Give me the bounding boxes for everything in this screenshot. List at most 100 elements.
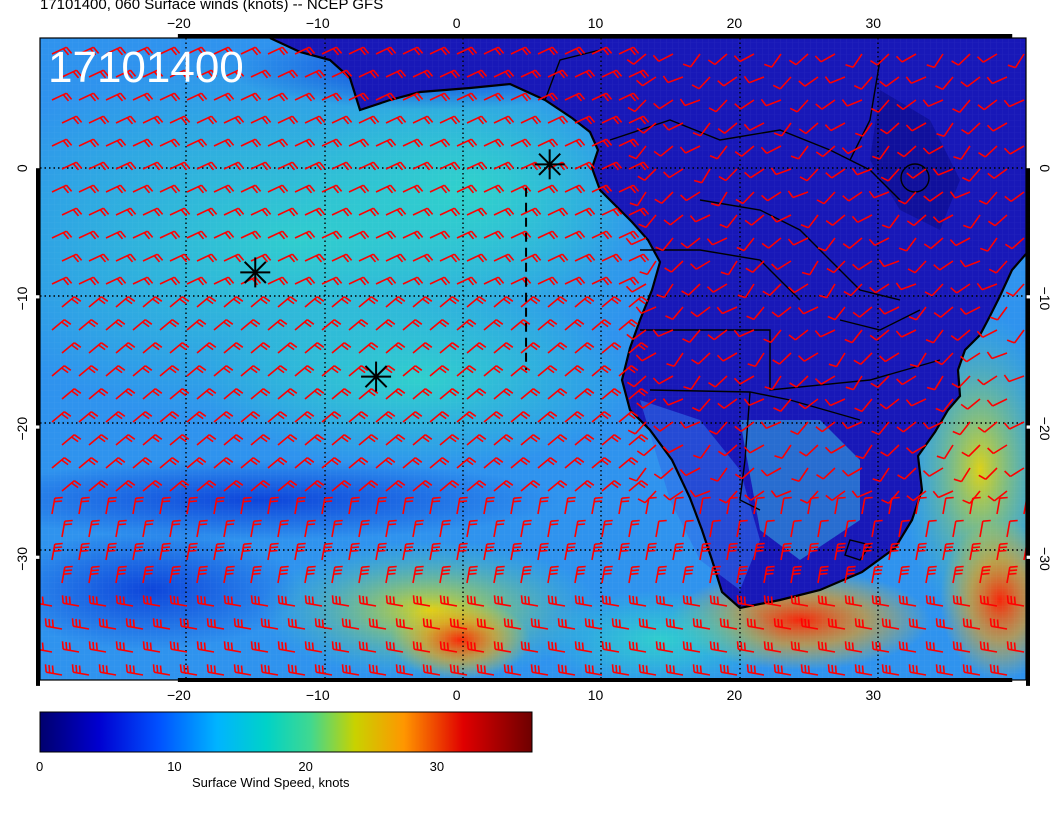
wind-barb: [574, 388, 595, 400]
wind-barb: [925, 641, 944, 653]
lon-tick-label: 0: [453, 687, 461, 703]
wind-barb: [429, 46, 451, 56]
country-borders: [544, 49, 941, 561]
wind-barb: [348, 138, 370, 148]
wind-barb: [223, 69, 245, 79]
wind-barb: [707, 53, 728, 66]
wind-barb: [771, 260, 792, 271]
wind-barb: [169, 207, 191, 217]
tick-bars: [36, 34, 1030, 686]
wind-barb: [115, 388, 136, 400]
wind-barb: [952, 99, 971, 114]
wind-barb: [267, 92, 289, 102]
wind-barb: [142, 161, 164, 171]
wind-barb: [159, 496, 171, 515]
wind-barb: [483, 496, 495, 515]
wind-barb: [961, 168, 981, 182]
wind-barb: [680, 191, 701, 202]
wind-barb: [456, 365, 477, 377]
wind-barb: [51, 276, 73, 286]
lon-tick-label: 0: [453, 15, 461, 31]
wind-barb: [439, 641, 458, 653]
wind-barb: [78, 46, 100, 56]
wind-barb: [132, 319, 153, 331]
wind-barb: [78, 230, 100, 240]
lat-tick-label: 0: [1037, 164, 1053, 172]
wind-barb: [40, 596, 53, 607]
colorbar-ramp: [40, 712, 532, 752]
wind-barb: [951, 53, 971, 66]
wind-barb: [871, 595, 890, 607]
wind-barb: [922, 421, 944, 430]
wind-barb: [186, 184, 208, 194]
wind-barb: [142, 519, 154, 538]
wind-barb: [827, 306, 846, 321]
wind-barb: [331, 342, 352, 354]
wind-barb: [213, 457, 234, 469]
wind-barb: [845, 53, 863, 69]
wind-barb: [466, 161, 488, 171]
wind-barb: [476, 664, 495, 676]
wind-barb: [855, 444, 873, 460]
wind-barb: [628, 161, 650, 171]
wind-barb: [780, 496, 792, 515]
wind-barb: [871, 565, 883, 584]
wind-barb: [959, 306, 981, 316]
wind-barb: [797, 306, 819, 315]
wind-barb: [179, 664, 198, 676]
wind-barb: [223, 519, 235, 538]
wind-barb: [250, 519, 262, 538]
wind-barb: [564, 365, 585, 377]
lon-tick-label: 10: [588, 15, 604, 31]
wind-barb: [304, 595, 323, 607]
wind-barb: [358, 69, 380, 79]
wind-barb: [348, 184, 370, 194]
wind-barb: [949, 191, 971, 199]
wind-barb: [655, 641, 674, 653]
wind-barb: [574, 434, 595, 446]
wind-barb: [142, 342, 163, 354]
wind-barb: [680, 237, 701, 249]
wind-barb: [789, 99, 809, 113]
wind-barb: [105, 92, 127, 102]
wind-barb: [169, 69, 191, 79]
wind-barb: [159, 184, 181, 194]
wind-barb: [547, 641, 566, 653]
lon-tick-label: −10: [306, 687, 330, 703]
wind-barb: [564, 319, 585, 331]
wind-barb: [708, 99, 728, 113]
wind-barb: [537, 319, 558, 331]
wind-barb: [1003, 99, 1025, 108]
wind-barb: [952, 565, 964, 584]
wind-barb: [493, 253, 515, 263]
wind-barb: [456, 542, 468, 561]
wind-barb: [61, 207, 83, 217]
wind-barb: [655, 237, 674, 252]
wind-barb: [869, 329, 890, 341]
lon-tick-label: 30: [865, 15, 881, 31]
wind-barb: [493, 115, 515, 125]
wind-barb: [223, 115, 245, 125]
wind-barb: [412, 519, 424, 538]
wind-barb: [510, 411, 531, 423]
wind-barb: [71, 664, 90, 676]
wind-barb: [348, 46, 370, 56]
wind-barb: [618, 138, 640, 148]
wind-barb: [627, 421, 647, 435]
wind-barb: [277, 434, 298, 446]
wind-barb: [61, 595, 80, 607]
wind-barb: [734, 467, 755, 480]
wind-barb: [1003, 421, 1025, 430]
wind-barb: [591, 138, 613, 148]
wind-barb: [142, 641, 161, 653]
wind-barb: [1004, 237, 1025, 250]
wind-barb: [707, 329, 728, 341]
wind-barb: [358, 565, 370, 584]
wind-barb: [260, 618, 279, 630]
wind-barb: [240, 496, 252, 515]
edge-bar: [36, 428, 40, 556]
edge-bar: [733, 34, 874, 38]
wind-barb: [672, 496, 684, 515]
wind-barb: [790, 421, 809, 436]
wind-barb: [1006, 641, 1025, 653]
